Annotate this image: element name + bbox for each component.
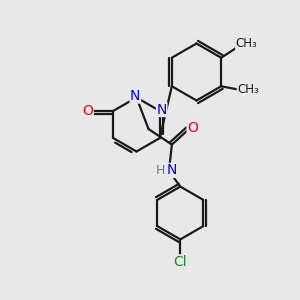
Text: CH₃: CH₃ <box>236 37 258 50</box>
Text: H: H <box>156 164 165 177</box>
Text: O: O <box>82 104 93 118</box>
Text: Cl: Cl <box>173 255 187 269</box>
Text: N: N <box>167 164 177 177</box>
Text: N: N <box>130 89 140 103</box>
Text: CH₃: CH₃ <box>237 83 259 96</box>
Text: N: N <box>157 103 167 116</box>
Text: O: O <box>187 122 198 135</box>
